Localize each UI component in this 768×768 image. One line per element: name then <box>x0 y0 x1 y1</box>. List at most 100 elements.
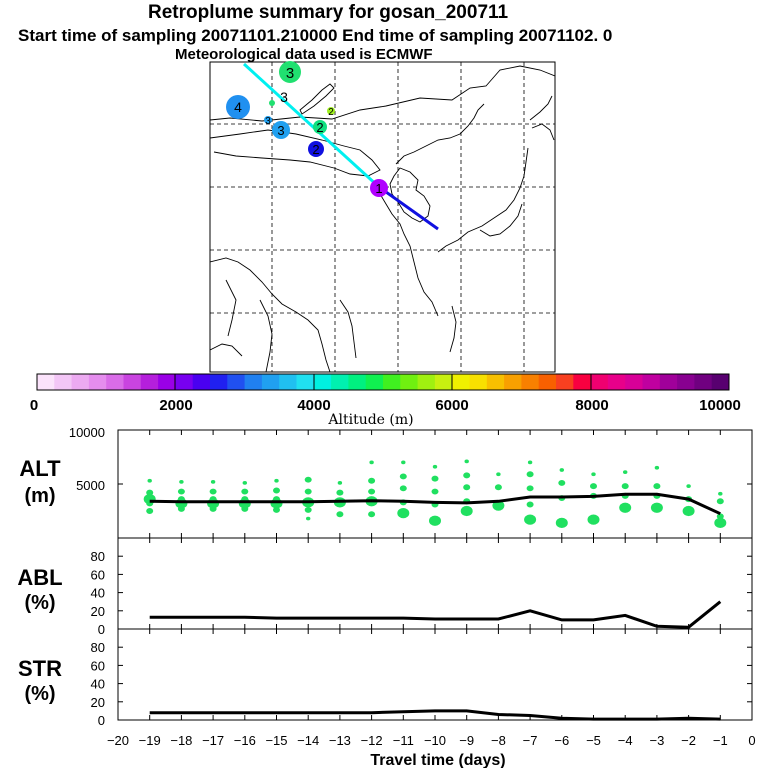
plume-markers: 1 2 2 2 3 3 3 3 4 <box>226 61 388 197</box>
alt-cluster-dots <box>143 459 727 528</box>
alt-cluster-dot <box>654 465 660 470</box>
colorbar-cell <box>331 374 349 390</box>
colorbar-cell <box>538 374 557 390</box>
colorbar-frame <box>36 373 730 391</box>
alt-cluster-dot <box>621 483 629 490</box>
colorbar-cell <box>590 374 609 390</box>
alt-cluster-dot <box>558 479 566 486</box>
figure-title: Retroplume summary for gosan_200711 <box>148 2 509 23</box>
colorbar-cell <box>106 374 124 390</box>
alt-cluster-dot <box>209 488 217 495</box>
alt-cluster-dot <box>558 495 566 502</box>
alt-cluster-dot <box>369 460 374 465</box>
colorbar-cell <box>296 374 315 390</box>
colorbar-tick-label: 0 <box>30 397 38 414</box>
alt-cluster-dot <box>147 478 152 483</box>
str-axis-ticks <box>117 629 753 721</box>
colorbar-cell <box>54 374 72 390</box>
abl-panel-frame <box>117 537 753 630</box>
x-tick-label: −9 <box>459 733 474 748</box>
alt-panel-ylabel: ALT <box>19 456 61 481</box>
colorbar-cell <box>210 374 228 390</box>
x-tick-label: −8 <box>491 733 506 748</box>
alt-cluster-dot <box>365 496 378 507</box>
colorbar-cell <box>365 374 384 390</box>
str-ytick-label: 20 <box>91 695 105 710</box>
colorbar-cell <box>573 374 591 390</box>
colorbar-cell <box>521 374 540 390</box>
alt-cluster-dot <box>270 498 283 509</box>
abl-ytick-label: 60 <box>91 567 105 582</box>
colorbar-axis-label: Altitude (m) <box>327 412 413 428</box>
alt-cluster-dot <box>619 502 632 513</box>
alt-cluster-dot <box>179 479 184 484</box>
colorbar-cell <box>37 374 55 390</box>
colorbar-cell <box>642 374 661 390</box>
colorbar-tick-label: 8000 <box>575 397 608 414</box>
alt-cluster-dot <box>463 498 471 505</box>
alt-ytick-label: 5000 <box>76 478 105 493</box>
alt-ytick-label: 10000 <box>69 425 105 440</box>
alt-cluster-dot <box>241 496 249 503</box>
plume-point <box>327 107 335 115</box>
str-ytick-labels: 0 20 40 60 80 <box>91 640 105 728</box>
x-tick-label: −14 <box>297 733 319 748</box>
alt-cluster-dot <box>146 489 154 496</box>
alt-cluster-dot <box>492 500 505 511</box>
colorbar-cell <box>313 374 332 390</box>
colorbar-cell <box>88 374 107 390</box>
plume-trajectory-lower <box>378 185 439 231</box>
plume-point <box>313 120 327 134</box>
plume-point-label: 3 <box>277 123 284 138</box>
x-tick-label: −2 <box>681 733 696 748</box>
str-ytick-label: 0 <box>98 713 105 728</box>
plume-point-label: 3 <box>280 89 288 105</box>
alt-cluster-dot <box>146 508 154 514</box>
alt-cluster-dot <box>463 472 471 479</box>
abl-ytick-label: 80 <box>91 549 105 564</box>
alt-cluster-dot <box>686 484 691 489</box>
alt-cluster-dot <box>241 488 249 495</box>
alt-cluster-dot <box>685 496 693 503</box>
colorbar-tick-label: 6000 <box>435 397 468 414</box>
alt-cluster-dot <box>650 502 663 513</box>
plume-point-label: 3 <box>265 116 271 127</box>
x-tick-label: −11 <box>393 733 414 748</box>
colorbar-cell <box>71 374 90 390</box>
alt-cluster-dot <box>621 492 629 499</box>
alt-cluster-dot <box>146 500 154 507</box>
alt-cluster-dot <box>337 481 343 485</box>
alt-cluster-dot <box>302 497 315 508</box>
alt-cluster-dot <box>304 476 312 483</box>
abl-ytick-label: 0 <box>98 622 105 637</box>
colorbar-cell <box>123 374 142 390</box>
alt-panel-frame <box>117 429 753 539</box>
alt-cluster-dot <box>432 464 438 469</box>
plume-point <box>272 121 290 139</box>
x-tick-labels: −20 −19 −18 −17 −16 −15 −14 −13 −12 −11 −10 −9 −8 −7−… <box>107 733 756 748</box>
plume-point-label: 2 <box>312 142 319 157</box>
alt-cluster-dot <box>333 497 346 508</box>
alt-cluster-dot <box>177 496 185 503</box>
alt-cluster-dot <box>273 496 280 503</box>
x-tick-label: −6 <box>554 733 569 748</box>
x-tick-label: −16 <box>234 733 256 748</box>
plume-point-label: 2 <box>316 120 323 135</box>
alt-cluster-dot <box>526 485 534 492</box>
alt-cluster-dot <box>368 511 376 518</box>
colorbar-cell <box>659 374 678 390</box>
plume-point <box>269 100 275 106</box>
met-data-line: Meteorological data used is ECMWF <box>175 46 433 63</box>
x-tick-label: −15 <box>265 733 287 748</box>
x-tick-label: −5 <box>586 733 601 748</box>
colorbar-cells <box>37 374 730 390</box>
str-ytick-label: 40 <box>91 677 105 692</box>
colorbar-cell <box>244 374 263 390</box>
alt-cluster-dot <box>431 501 439 508</box>
alt-cluster-dot <box>682 505 695 517</box>
alt-cluster-dot <box>460 505 473 517</box>
alt-cluster-dot <box>555 517 568 528</box>
plume-trajectory-upper <box>242 62 381 189</box>
alt-cluster-dot <box>143 494 156 505</box>
